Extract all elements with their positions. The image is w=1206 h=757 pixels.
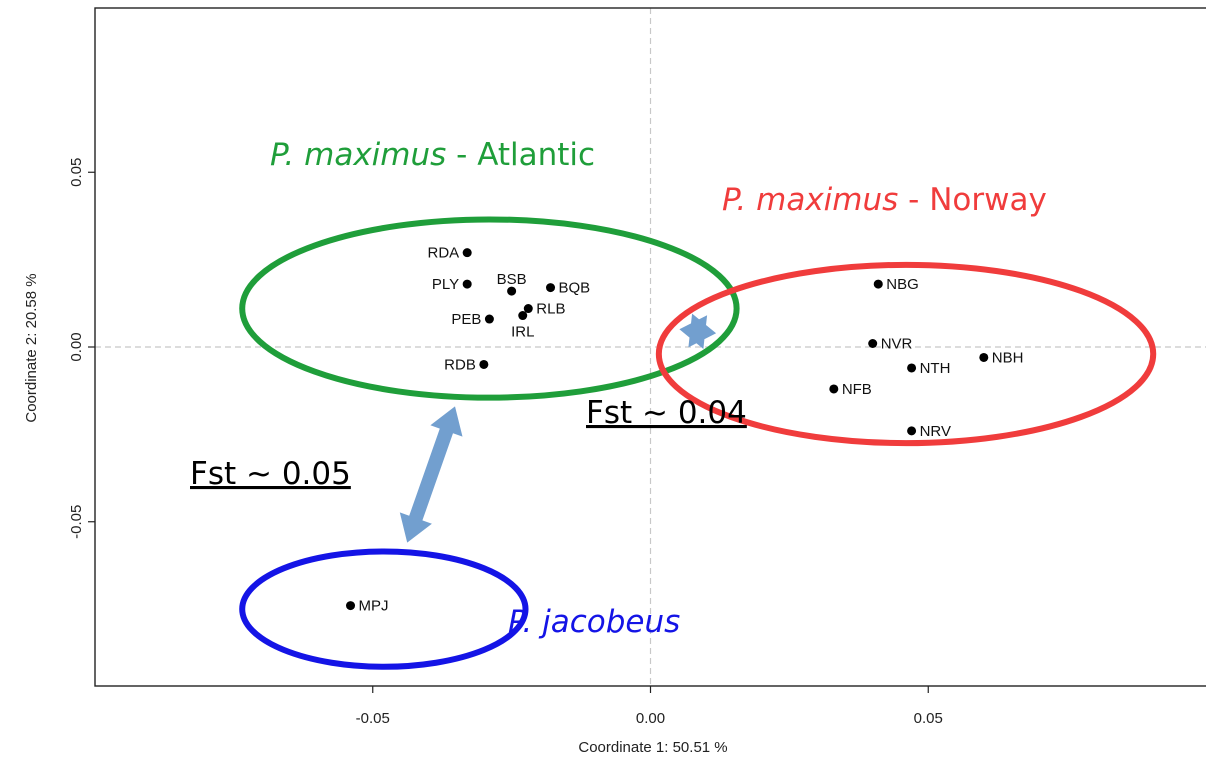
y-tick-label: 0.05 [68, 158, 85, 187]
point-label-rlb: RLB [536, 301, 565, 318]
fst-label-atlantic-norway: Fst ~ 0.04 [586, 395, 747, 431]
point-label-ply: PLY [432, 276, 459, 293]
point-nfb [829, 384, 839, 394]
point-peb [484, 314, 494, 324]
group-label-norway: P. maximus - Norway [722, 182, 1047, 218]
point-rda [462, 248, 472, 258]
group-ellipse-jacobeus [239, 548, 529, 670]
y-tick-label: -0.05 [68, 505, 85, 539]
group-ellipses [239, 216, 1157, 670]
x-tick-label: 0.00 [636, 710, 665, 727]
group-label-jacobeus-species: P. jacobeus [508, 604, 680, 640]
point-label-rdb: RDB [444, 356, 476, 373]
point-label-nth: NTH [920, 360, 951, 377]
fst-arrows [399, 313, 717, 543]
point-nrv [907, 426, 917, 436]
group-label-norway-region: Norway [929, 182, 1047, 218]
point-nth [907, 363, 917, 373]
group-ellipse-norway [655, 261, 1157, 447]
point-label-nbg: NBG [886, 276, 919, 293]
point-mpj [346, 601, 356, 611]
point-label-irl: IRL [511, 324, 534, 341]
point-ply [462, 279, 472, 289]
fst-arrow-atlantic-jacobeus [399, 406, 463, 543]
point-label-mpj: MPJ [359, 598, 389, 615]
x-axis-ticks: -0.05 0.00 0.05 [356, 686, 943, 727]
point-label-nrv: NRV [920, 423, 951, 440]
group-ellipse-atlantic [239, 216, 740, 401]
point-irl [518, 311, 528, 321]
point-label-nbh: NBH [992, 349, 1024, 366]
point-label-bsb: BSB [497, 271, 527, 288]
group-label-atlantic-species: P. maximus [270, 137, 446, 173]
group-label-atlantic: P. maximus - Atlantic [270, 137, 595, 173]
point-bsb [507, 286, 517, 296]
point-label-bqb: BQB [559, 280, 591, 297]
point-label-rda: RDA [428, 245, 460, 262]
point-nbh [979, 352, 989, 362]
point-rdb [479, 359, 489, 369]
group-label-jacobeus: P. jacobeus [508, 604, 680, 640]
point-label-nvr: NVR [881, 336, 913, 353]
point-nbg [873, 279, 883, 289]
point-label-nfb: NFB [842, 381, 872, 398]
fst-label-atlantic-jacobeus: Fst ~ 0.05 [190, 456, 351, 492]
point-label-peb: PEB [451, 311, 481, 328]
point-nvr [868, 339, 878, 349]
point-bqb [546, 283, 556, 293]
point-rlb [523, 304, 533, 314]
group-label-norway-species: P. maximus [722, 182, 898, 218]
y-tick-label: 0.00 [68, 332, 85, 361]
x-tick-label: 0.05 [914, 710, 943, 727]
y-axis-ticks: -0.05 0.00 0.05 [68, 158, 95, 539]
x-axis-label: Coordinate 1: 50.51 % [578, 739, 727, 756]
y-axis-label: Coordinate 2: 20.58 % [23, 273, 40, 422]
group-label-atlantic-region: Atlantic [477, 137, 595, 173]
fst-arrow-atlantic-norway [679, 313, 717, 349]
x-tick-label: -0.05 [356, 710, 390, 727]
